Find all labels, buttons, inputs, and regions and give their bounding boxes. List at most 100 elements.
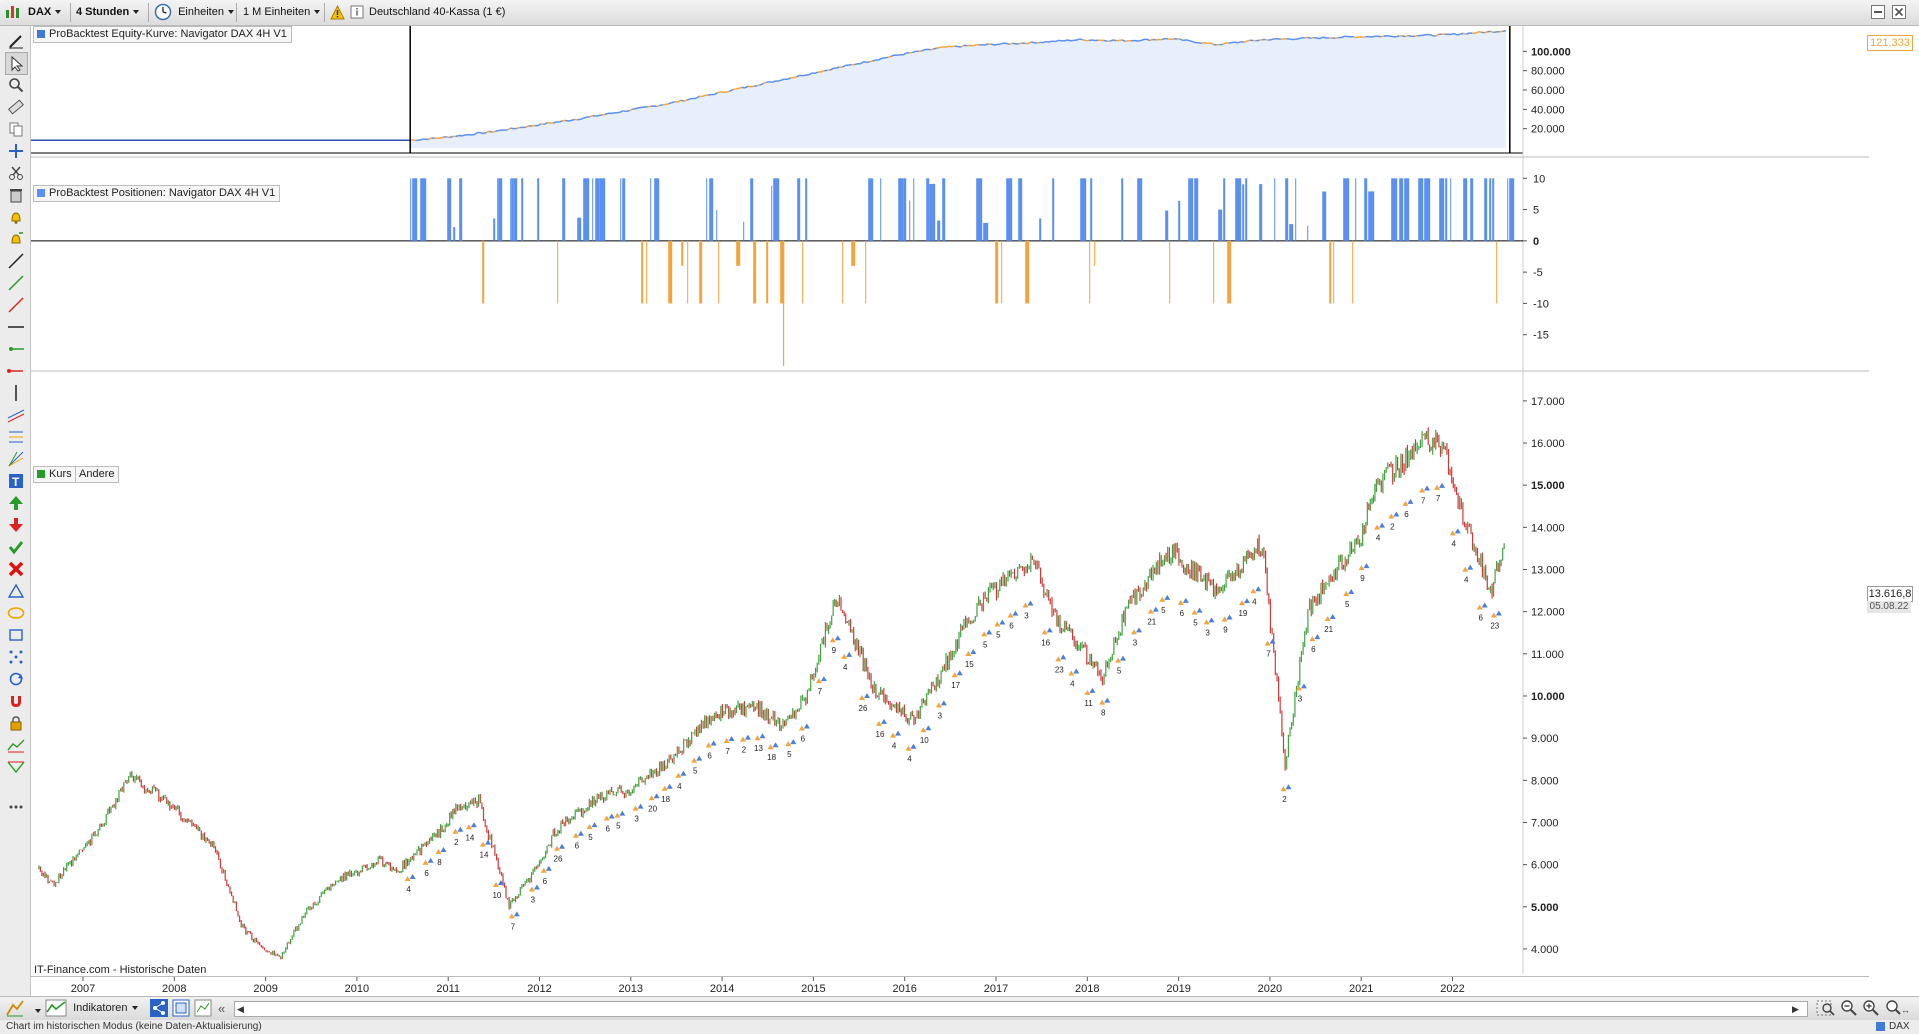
- triangle-tool-icon[interactable]: [5, 580, 26, 601]
- chart-canvas[interactable]: 100.000 80.000 60.000 40.000 20.000 10 5 0 -5 -10…: [31, 26, 1869, 974]
- position-long-bar: [1218, 209, 1223, 241]
- pattern-tool-icon[interactable]: [5, 756, 26, 777]
- scroll-right-icon[interactable]: ▶: [1792, 1004, 1799, 1014]
- equity-segment: [1067, 39, 1071, 42]
- scissors-icon[interactable]: [5, 162, 26, 183]
- trade-entry-marker: [881, 718, 888, 724]
- zoom-fit-icon[interactable]: [1816, 999, 1836, 1020]
- equity-segment: [489, 130, 493, 133]
- drawing-mode-icon[interactable]: [5, 999, 25, 1020]
- units-selector[interactable]: Einheiten: [154, 3, 234, 22]
- horizontal-ray-tool-icon[interactable]: [5, 338, 26, 359]
- fan-tool-icon[interactable]: [5, 448, 26, 469]
- pencil-icon[interactable]: [5, 30, 26, 51]
- arrow-up-tool-icon[interactable]: [5, 492, 26, 513]
- trade-marker-label: 5: [1345, 600, 1350, 609]
- lock-icon[interactable]: [5, 712, 26, 733]
- trade-marker-label: 3: [938, 711, 943, 720]
- minimize-window-button[interactable]: [1871, 3, 1885, 22]
- checkmark-tool-icon[interactable]: [5, 536, 26, 557]
- scroll-left-double-icon[interactable]: «: [218, 1001, 226, 1016]
- units-value-label: 1 M Einheiten: [243, 6, 311, 18]
- instrument-selector[interactable]: DAX: [28, 3, 62, 22]
- equity-segment: [1140, 38, 1144, 42]
- chevron-down-icon[interactable]: [31, 1005, 41, 1017]
- equity-segment: [1109, 39, 1114, 42]
- horizontal-line-tool-icon[interactable]: [5, 316, 26, 337]
- position-long-bar: [1178, 200, 1181, 241]
- horizontal-scrollbar[interactable]: ◀ ▶: [234, 1001, 1808, 1017]
- equity-segment: [930, 48, 934, 51]
- trade-marker-label: 2: [454, 838, 459, 847]
- position-long-bar: [412, 178, 418, 241]
- equity-segment: [595, 114, 599, 117]
- chart-type-icon[interactable]: [4, 3, 22, 22]
- positions-panel-label[interactable]: ProBacktest Positionen: Navigator DAX 4H…: [33, 185, 281, 202]
- arrow-ray-tool-icon[interactable]: [5, 360, 26, 381]
- position-long-bar: [1295, 178, 1297, 241]
- share-icon[interactable]: [150, 999, 168, 1020]
- equity-segment: [589, 114, 594, 118]
- close-window-button[interactable]: [1892, 3, 1906, 22]
- equity-segment: [1423, 33, 1427, 36]
- warning-icon[interactable]: [330, 3, 345, 22]
- zoom-in-icon[interactable]: [1862, 999, 1880, 1020]
- price-panel-label-andere[interactable]: Andere: [75, 466, 120, 483]
- equity-segment: [1064, 39, 1068, 42]
- equity-segment: [1414, 35, 1418, 38]
- fibonacci-tool-icon[interactable]: [5, 426, 26, 447]
- trade-entry-marker: [577, 830, 584, 836]
- layout-icon[interactable]: [172, 999, 190, 1020]
- x-axis[interactable]: 2007 2008 2009 2010 2011 2012 2013 2014 2015 2016…: [31, 976, 1869, 997]
- equity-segment: [510, 127, 514, 130]
- timeframe-selector[interactable]: 4 Stunden: [76, 3, 140, 22]
- positions-series-swatch: [37, 189, 45, 197]
- trade-exit-marker: [614, 812, 621, 818]
- magnifier-icon[interactable]: [5, 74, 26, 95]
- cross-tool-icon[interactable]: [5, 558, 26, 579]
- trade-exit-marker: [479, 841, 486, 847]
- chevron-down-icon: [55, 10, 62, 15]
- bell-alert-icon[interactable]: [5, 206, 26, 227]
- equity-panel-label[interactable]: ProBacktest Equity-Kurve: Navigator DAX …: [33, 26, 292, 43]
- channel-tool-icon[interactable]: [5, 404, 26, 425]
- text-tool-icon[interactable]: T: [5, 470, 26, 491]
- line-tool-icon[interactable]: [5, 250, 26, 271]
- rectangle-tool-icon[interactable]: [5, 624, 26, 645]
- magnet-icon[interactable]: [5, 690, 26, 711]
- zoom-range-icon[interactable]: ↔: [1884, 999, 1914, 1020]
- points-tool-icon[interactable]: [5, 646, 26, 667]
- trade-exit-marker: [1476, 604, 1483, 610]
- units-value-selector[interactable]: 1 M Einheiten: [243, 3, 321, 22]
- trash-icon[interactable]: [5, 184, 26, 205]
- sync-icon[interactable]: [5, 668, 26, 689]
- position-short-bar: [1227, 240, 1232, 304]
- info-icon[interactable]: [350, 3, 364, 22]
- position-long-bar: [1289, 224, 1294, 241]
- trend-down-tool-icon[interactable]: [5, 294, 26, 315]
- bell-add-icon[interactable]: [5, 228, 26, 249]
- move-icon[interactable]: [5, 140, 26, 161]
- cursor-icon[interactable]: [5, 52, 28, 75]
- zoom-out-icon[interactable]: [1840, 999, 1858, 1020]
- chart-settings-icon[interactable]: [194, 999, 212, 1020]
- trend-indicator-icon[interactable]: [5, 734, 26, 755]
- trade-entry-marker: [666, 783, 673, 789]
- equity-panel-title: ProBacktest Equity-Kurve: Navigator DAX …: [49, 28, 287, 40]
- ruler-icon[interactable]: [5, 96, 26, 117]
- vertical-line-tool-icon[interactable]: [5, 382, 26, 403]
- chart-area[interactable]: 100.000 80.000 60.000 40.000 20.000 10 5 0 -5 -10…: [31, 26, 1913, 976]
- equity-segment: [686, 98, 691, 101]
- equity-segment: [1049, 40, 1053, 43]
- position-short-bar: [668, 240, 673, 304]
- price-panel-label-kurs[interactable]: Kurs: [33, 466, 77, 483]
- copy-icon[interactable]: [5, 118, 26, 139]
- clock-icon: [154, 3, 172, 21]
- more-tools-icon[interactable]: [5, 796, 26, 817]
- indicators-button[interactable]: Indikatoren: [45, 999, 142, 1018]
- ellipse-tool-icon[interactable]: [5, 602, 26, 623]
- trend-up-tool-icon[interactable]: [5, 272, 26, 293]
- scroll-left-icon[interactable]: ◀: [237, 1004, 244, 1014]
- arrow-down-tool-icon[interactable]: [5, 514, 26, 535]
- position-long-bar: [1188, 178, 1194, 241]
